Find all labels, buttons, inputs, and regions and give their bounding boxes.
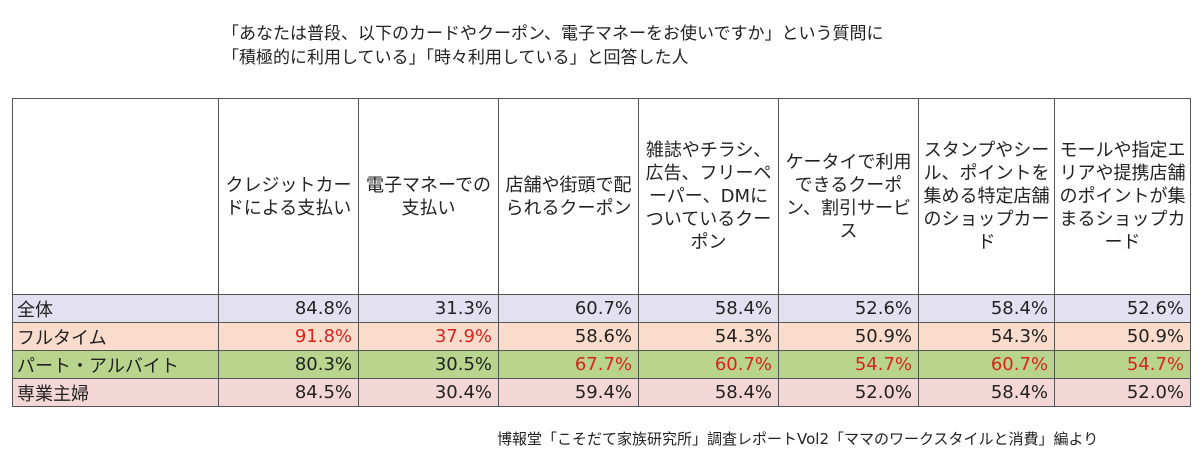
title-line-1: 「あなたは普段、以下のカードやクーポン、電子マネーをお使いですか」という質問に xyxy=(222,24,884,44)
value-cell: 54.7% xyxy=(1054,350,1191,379)
value-cell: 50.9% xyxy=(778,322,919,351)
column-header: スタンプやシール、ポイントを集める特定店舗のショップカード xyxy=(918,98,1055,295)
row-label: フルタイム xyxy=(12,322,219,351)
row-label: 全体 xyxy=(12,294,219,323)
value-cell: 52.6% xyxy=(1054,294,1191,323)
value-cell: 59.4% xyxy=(498,378,639,407)
value-cell: 84.8% xyxy=(218,294,359,323)
value-cell: 52.0% xyxy=(1054,378,1191,407)
table-row-parttime: パート・アルバイト 80.3% 30.5% 67.7% 60.7% 54.7% … xyxy=(12,350,1191,379)
value-cell: 30.5% xyxy=(358,350,499,379)
value-cell: 58.6% xyxy=(498,322,639,351)
value-cell: 54.3% xyxy=(638,322,779,351)
column-header: クレジットカードによる支払い xyxy=(218,98,359,295)
value-cell: 91.8% xyxy=(218,322,359,351)
column-header: 店舗や街頭で配られるクーポン xyxy=(498,98,639,295)
value-cell: 31.3% xyxy=(358,294,499,323)
value-cell: 58.4% xyxy=(918,294,1055,323)
value-cell: 84.5% xyxy=(218,378,359,407)
survey-table: クレジットカードによる支払い 電子マネーでの支払い 店舗や街頭で配られるクーポン… xyxy=(12,98,1191,407)
value-cell: 37.9% xyxy=(358,322,499,351)
corner-cell xyxy=(12,98,219,295)
title-line-2: 「積極的に利用している」「時々利用している」と回答した人 xyxy=(222,48,689,68)
value-cell: 58.4% xyxy=(638,378,779,407)
table-row-all: 全体 84.8% 31.3% 60.7% 58.4% 52.6% 58.4% 5… xyxy=(12,294,1191,323)
table-row-housewife: 専業主婦 84.5% 30.4% 59.4% 58.4% 52.0% 58.4%… xyxy=(12,378,1191,407)
value-cell: 54.7% xyxy=(778,350,919,379)
value-cell: 67.7% xyxy=(498,350,639,379)
value-cell: 52.6% xyxy=(778,294,919,323)
value-cell: 58.4% xyxy=(918,378,1055,407)
column-header: 電子マネーでの支払い xyxy=(358,98,499,295)
table-row-fulltime: フルタイム 91.8% 37.9% 58.6% 54.3% 50.9% 54.3… xyxy=(12,322,1191,351)
value-cell: 60.7% xyxy=(638,350,779,379)
source-note: 博報堂「こそだて家族研究所」調査レポートVol2「ママのワークスタイルと消費」編… xyxy=(497,430,1099,448)
header-row: クレジットカードによる支払い 電子マネーでの支払い 店舗や街頭で配られるクーポン… xyxy=(12,98,1191,295)
value-cell: 30.4% xyxy=(358,378,499,407)
chart-title: 「あなたは普段、以下のカードやクーポン、電子マネーをお使いですか」という質問に … xyxy=(222,22,1142,70)
value-cell: 50.9% xyxy=(1054,322,1191,351)
value-cell: 54.3% xyxy=(918,322,1055,351)
value-cell: 52.0% xyxy=(778,378,919,407)
row-label: パート・アルバイト xyxy=(12,350,219,379)
value-cell: 80.3% xyxy=(218,350,359,379)
column-header: モールや指定エリアや提携店舗のポイントが集まるショップカード xyxy=(1054,98,1191,295)
row-label: 専業主婦 xyxy=(12,378,219,407)
value-cell: 58.4% xyxy=(638,294,779,323)
column-header: ケータイで利用できるクーポン、割引サービス xyxy=(778,98,919,295)
value-cell: 60.7% xyxy=(918,350,1055,379)
column-header: 雑誌やチラシ、広告、フリーペーパー、DMについているクーポン xyxy=(638,98,779,295)
value-cell: 60.7% xyxy=(498,294,639,323)
